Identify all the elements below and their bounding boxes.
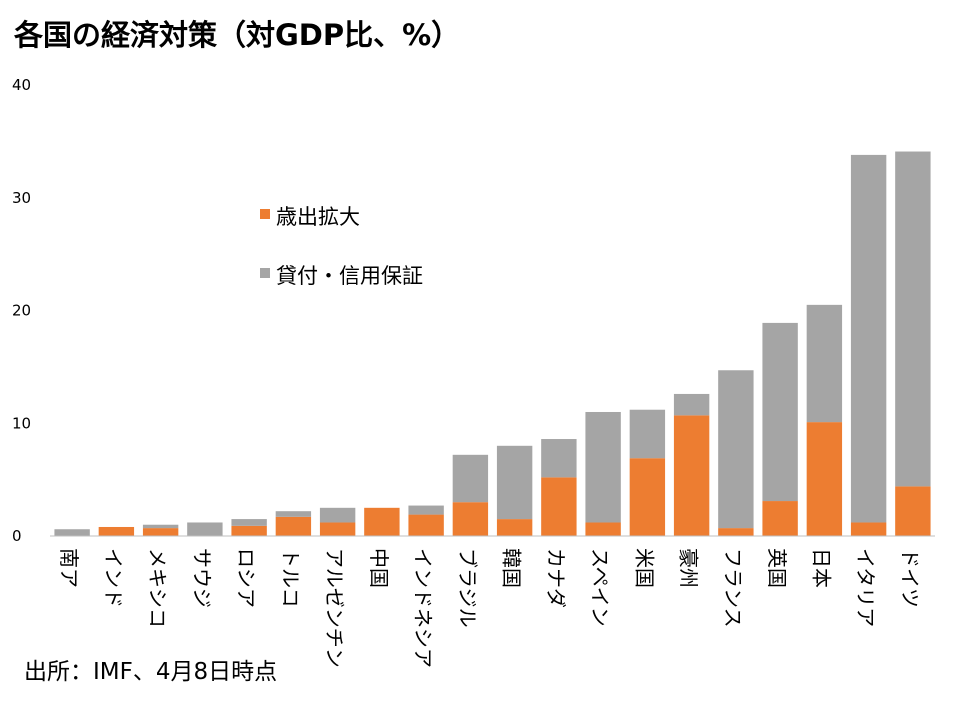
bar-loans-0 — [54, 529, 90, 536]
legend-swatch — [260, 209, 270, 219]
bars — [54, 151, 931, 536]
x-tick-label: フランス — [721, 548, 745, 628]
bar-loans-5 — [275, 511, 312, 517]
y-tick-label: 20 — [12, 302, 31, 320]
legend-label: 歳出拡大 — [276, 205, 360, 229]
x-axis: 南ア インド メキシコ サウジ ロシア トルコ アルゼンチン 中国 インドネシア ブラジル 韓国 カナ… — [57, 548, 922, 668]
y-tick-label: 40 — [12, 76, 31, 94]
y-axis: 0 10 20 30 40 — [12, 76, 31, 545]
bar-spending-6 — [319, 522, 356, 536]
x-tick-label: 米国 — [632, 548, 656, 588]
bar-spending-14 — [673, 415, 710, 536]
bar-spending-2 — [142, 528, 179, 536]
bar-loans-13 — [629, 409, 666, 459]
bar-spending-17 — [806, 422, 843, 536]
bar-spending-11 — [541, 477, 577, 536]
legend-label: 貸付・信用保証 — [276, 264, 423, 288]
x-tick-label: ロシア — [234, 548, 258, 608]
bar-loans-11 — [541, 439, 577, 478]
x-tick-label: 日本 — [809, 548, 833, 588]
bar-spending-9 — [452, 502, 489, 536]
bar-loans-8 — [408, 505, 444, 515]
x-tick-label: イタリア — [854, 548, 878, 627]
bar-loans-3 — [187, 522, 223, 536]
x-tick-label: サウジ — [190, 548, 214, 608]
bar-spending-12 — [585, 522, 621, 536]
x-tick-label: アルゼンチン — [323, 548, 347, 668]
source-note: 出所：IMF、4月8日時点 — [24, 659, 278, 685]
bar-loans-17 — [806, 304, 843, 423]
x-tick-label: 韓国 — [500, 548, 524, 588]
bar-spending-18 — [850, 522, 887, 536]
bar-spending-15 — [718, 528, 754, 536]
bar-spending-1 — [98, 526, 135, 536]
bar-loans-12 — [585, 411, 621, 523]
bar-loans-4 — [231, 519, 267, 526]
bar-loans-9 — [452, 454, 489, 503]
x-tick-label: 中国 — [367, 548, 391, 588]
bar-spending-19 — [895, 486, 931, 536]
x-tick-label: 豪州 — [677, 548, 701, 588]
x-tick-label: トルコ — [278, 548, 302, 608]
bar-loans-6 — [319, 507, 356, 523]
bar-loans-19 — [895, 151, 931, 487]
x-tick-label: ドイツ — [898, 548, 922, 608]
bar-loans-16 — [762, 322, 798, 502]
bar-loans-18 — [850, 154, 887, 523]
bar-loans-10 — [496, 445, 533, 520]
x-tick-label: メキシコ — [146, 548, 170, 628]
bar-loans-14 — [673, 393, 710, 416]
bar-spending-16 — [762, 501, 798, 536]
bar-loans-15 — [718, 370, 754, 529]
bar-spending-5 — [275, 516, 312, 536]
x-tick-label: 南ア — [57, 548, 81, 588]
y-tick-label: 10 — [12, 414, 31, 432]
bar-spending-10 — [496, 519, 533, 536]
bar-spending-8 — [408, 514, 444, 536]
y-tick-label: 30 — [12, 189, 31, 207]
x-tick-label: インドネシア — [411, 548, 435, 668]
x-tick-label: インド — [101, 548, 125, 608]
x-tick-label: スペイン — [588, 548, 612, 627]
y-tick-label: 0 — [12, 527, 22, 545]
x-tick-label: 英国 — [765, 548, 789, 588]
bar-spending-13 — [629, 458, 666, 536]
bar-spending-4 — [231, 525, 267, 536]
x-tick-label: ブラジル — [455, 548, 479, 628]
chart-title: 各国の経済対策（対GDP比、%） — [14, 18, 461, 52]
bar-spending-7 — [364, 507, 400, 536]
x-tick-label: カナダ — [544, 548, 568, 608]
bar-loans-2 — [142, 524, 179, 529]
legend-swatch — [260, 268, 270, 278]
